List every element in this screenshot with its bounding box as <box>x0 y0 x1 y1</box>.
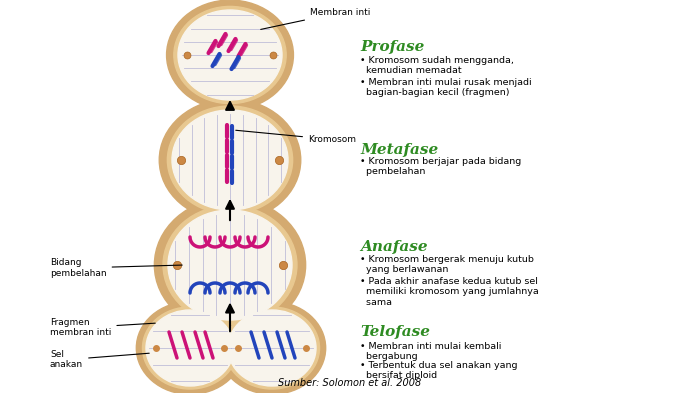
Text: • Kromosom sudah mengganda,
  kemudian memadat: • Kromosom sudah mengganda, kemudian mem… <box>360 56 514 75</box>
Ellipse shape <box>218 302 326 393</box>
Text: Fragmen
membran inti: Fragmen membran inti <box>50 318 155 338</box>
Text: • Terbentuk dua sel anakan yang
  bersifat diploid: • Terbentuk dua sel anakan yang bersifat… <box>360 361 517 380</box>
Text: Membran inti: Membran inti <box>260 8 370 29</box>
Ellipse shape <box>155 198 306 332</box>
Ellipse shape <box>225 307 319 389</box>
Text: Anafase: Anafase <box>360 240 428 254</box>
Ellipse shape <box>159 99 301 221</box>
Ellipse shape <box>172 110 288 210</box>
Text: Sel
anakan: Sel anakan <box>50 350 149 369</box>
Text: Bidang
pembelahan: Bidang pembelahan <box>50 258 182 278</box>
Text: • Membran inti mulai rusak menjadi
  bagian-bagian kecil (fragmen): • Membran inti mulai rusak menjadi bagia… <box>360 78 531 97</box>
Text: Profase: Profase <box>360 40 424 54</box>
Ellipse shape <box>146 310 234 386</box>
Ellipse shape <box>168 210 292 320</box>
Ellipse shape <box>163 206 297 324</box>
Text: • Kromosom berjajar pada bidang
  pembelahan: • Kromosom berjajar pada bidang pembelah… <box>360 157 522 176</box>
Text: Metafase: Metafase <box>360 143 438 157</box>
Ellipse shape <box>174 6 286 104</box>
Ellipse shape <box>143 307 237 389</box>
Text: • Kromosom bergerak menuju kutub
  yang berlawanan: • Kromosom bergerak menuju kutub yang be… <box>360 255 534 274</box>
Ellipse shape <box>167 106 293 214</box>
Text: • Membran inti mulai kembali
  bergabung: • Membran inti mulai kembali bergabung <box>360 342 501 362</box>
Text: Telofase: Telofase <box>360 325 430 339</box>
Text: • Pada akhir anafase kedua kutub sel
  memiliki kromosom yang jumlahnya
  sama: • Pada akhir anafase kedua kutub sel mem… <box>360 277 539 307</box>
Text: Kromosom: Kromosom <box>236 130 356 144</box>
Ellipse shape <box>136 302 244 393</box>
Ellipse shape <box>178 10 282 100</box>
Ellipse shape <box>167 0 293 110</box>
Ellipse shape <box>228 310 316 386</box>
Text: Sumber: Solomon et al. 2008: Sumber: Solomon et al. 2008 <box>279 378 421 388</box>
